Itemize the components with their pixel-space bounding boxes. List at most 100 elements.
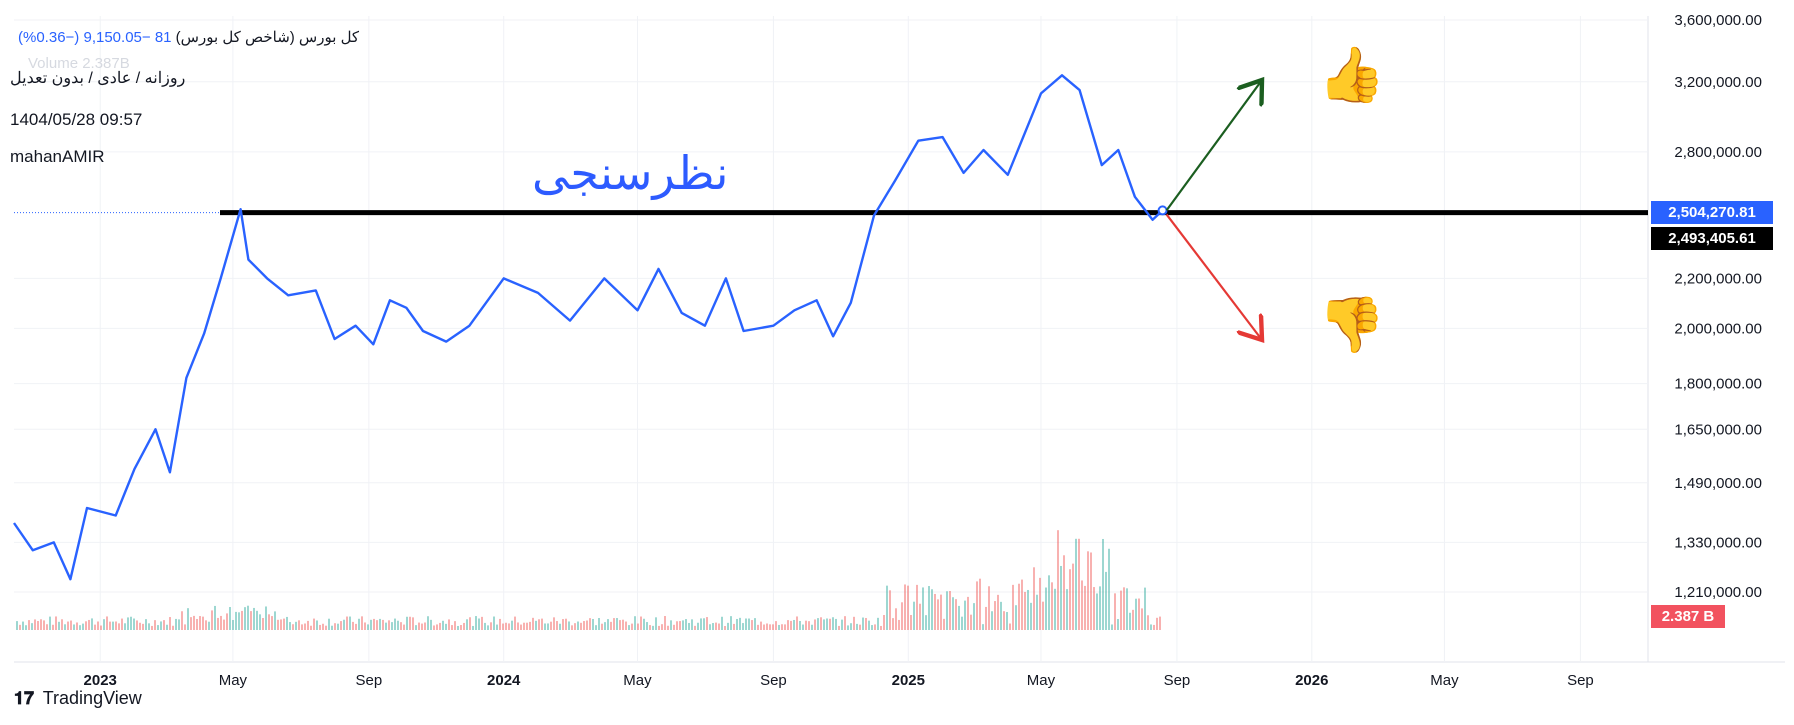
volume-bar: [700, 618, 702, 630]
volume-bar: [949, 590, 951, 630]
volume-bar: [508, 623, 510, 630]
volume-bar: [238, 612, 240, 630]
volume-bar: [268, 614, 270, 630]
volume-bar: [427, 616, 429, 630]
volume-bar: [910, 614, 912, 630]
volume-bar: [130, 616, 132, 630]
volume-bar: [799, 620, 801, 630]
volume-bar: [148, 623, 150, 630]
volume-bar: [1018, 583, 1020, 630]
volume-bar: [355, 623, 357, 630]
volume-bar: [22, 621, 24, 630]
y-tick-label: 1,210,000.00: [1674, 584, 1762, 601]
volume-bar: [580, 622, 582, 630]
thumbs-down-icon: 👎: [1318, 295, 1386, 355]
volume-bar: [526, 622, 528, 630]
volume-bar: [568, 621, 570, 630]
footer-brand[interactable]: 𝟏𝟕 TradingView: [14, 688, 142, 709]
volume-bar: [931, 589, 933, 630]
volume-bar: [655, 617, 657, 630]
volume-bar: [430, 619, 432, 630]
volume-bar: [412, 617, 414, 630]
volume-bar: [517, 622, 519, 630]
snapshot-datetime: 1404/05/28 09:57: [10, 110, 143, 129]
volume-bar: [370, 619, 372, 630]
volume-bar: [1114, 593, 1116, 630]
volume-bar: [1090, 552, 1092, 630]
volume-bar: [505, 622, 507, 630]
volume-bar: [862, 617, 864, 630]
volume-bar: [904, 584, 906, 630]
volume-bar: [859, 624, 861, 630]
volume-bar: [610, 621, 612, 630]
volume-bar: [1030, 602, 1032, 630]
volume-bar: [796, 616, 798, 630]
volume-bar: [478, 618, 480, 630]
volume-bar: [31, 623, 33, 630]
volume-bar: [283, 618, 285, 630]
y-tick-label: 1,800,000.00: [1674, 376, 1762, 393]
price-change: −9,150.05 (−0.36%): [18, 29, 151, 46]
volume-bar: [784, 624, 786, 630]
volume-bar: [625, 621, 627, 630]
volume-bar: [649, 625, 651, 630]
volume-bar: [1051, 582, 1053, 630]
volume-bar: [787, 620, 789, 630]
volume-bar: [298, 620, 300, 630]
volume-bar: [766, 623, 768, 630]
volume-bar: [67, 621, 69, 630]
volume-bar: [235, 611, 237, 630]
volume-bar: [1012, 584, 1014, 630]
volume-bar: [934, 593, 936, 630]
volume-bar: [136, 620, 138, 630]
volume-bar: [730, 616, 732, 630]
volume-bar: [85, 621, 87, 630]
volume-bar: [1084, 585, 1086, 630]
x-tick-label: 2024: [487, 672, 521, 689]
volume-bar: [760, 621, 762, 630]
volume-bar: [502, 623, 504, 630]
volume-bar: [229, 607, 231, 630]
brand-name: TradingView: [42, 688, 142, 708]
volume-bar: [313, 618, 315, 630]
volume-bar: [685, 619, 687, 630]
volume-bar: [274, 611, 276, 630]
volume-bar: [844, 616, 846, 630]
x-tick-label: Sep: [1567, 672, 1594, 689]
volume-bar: [124, 623, 126, 630]
volume-bar: [703, 618, 705, 630]
x-tick-label: 2025: [892, 672, 925, 689]
volume-bar: [187, 608, 189, 630]
volume-bar: [499, 618, 501, 630]
volume-bar: [1129, 612, 1131, 630]
volume-bar: [289, 622, 291, 630]
volume-bar: [619, 620, 621, 630]
volume-bar: [1057, 530, 1059, 630]
volume-bar: [772, 624, 774, 630]
volume-bar: [103, 619, 105, 630]
volume-bar: [64, 624, 66, 630]
volume-bar: [94, 624, 96, 630]
volume-bar: [1147, 615, 1149, 630]
volume-bar: [781, 624, 783, 630]
volume-bar: [160, 621, 162, 630]
volume-bar: [421, 623, 423, 630]
volume-bar: [550, 621, 552, 630]
volume-bar: [1069, 569, 1071, 630]
volume-bar: [793, 619, 795, 630]
volume-bar: [316, 620, 318, 630]
volume-bar: [946, 591, 948, 630]
volume-bar: [109, 621, 111, 630]
volume-bar: [112, 621, 114, 630]
volume-bar: [34, 619, 36, 630]
y-tick-label: 1,650,000.00: [1674, 421, 1762, 438]
volume-bar: [880, 625, 882, 630]
volume-bar: [133, 618, 135, 630]
volume-bar: [964, 600, 966, 630]
volume-bar: [718, 623, 720, 630]
volume-bar: [604, 622, 606, 630]
volume-bar: [607, 619, 609, 630]
volume-bar: [484, 622, 486, 630]
volume-bar: [868, 620, 870, 630]
